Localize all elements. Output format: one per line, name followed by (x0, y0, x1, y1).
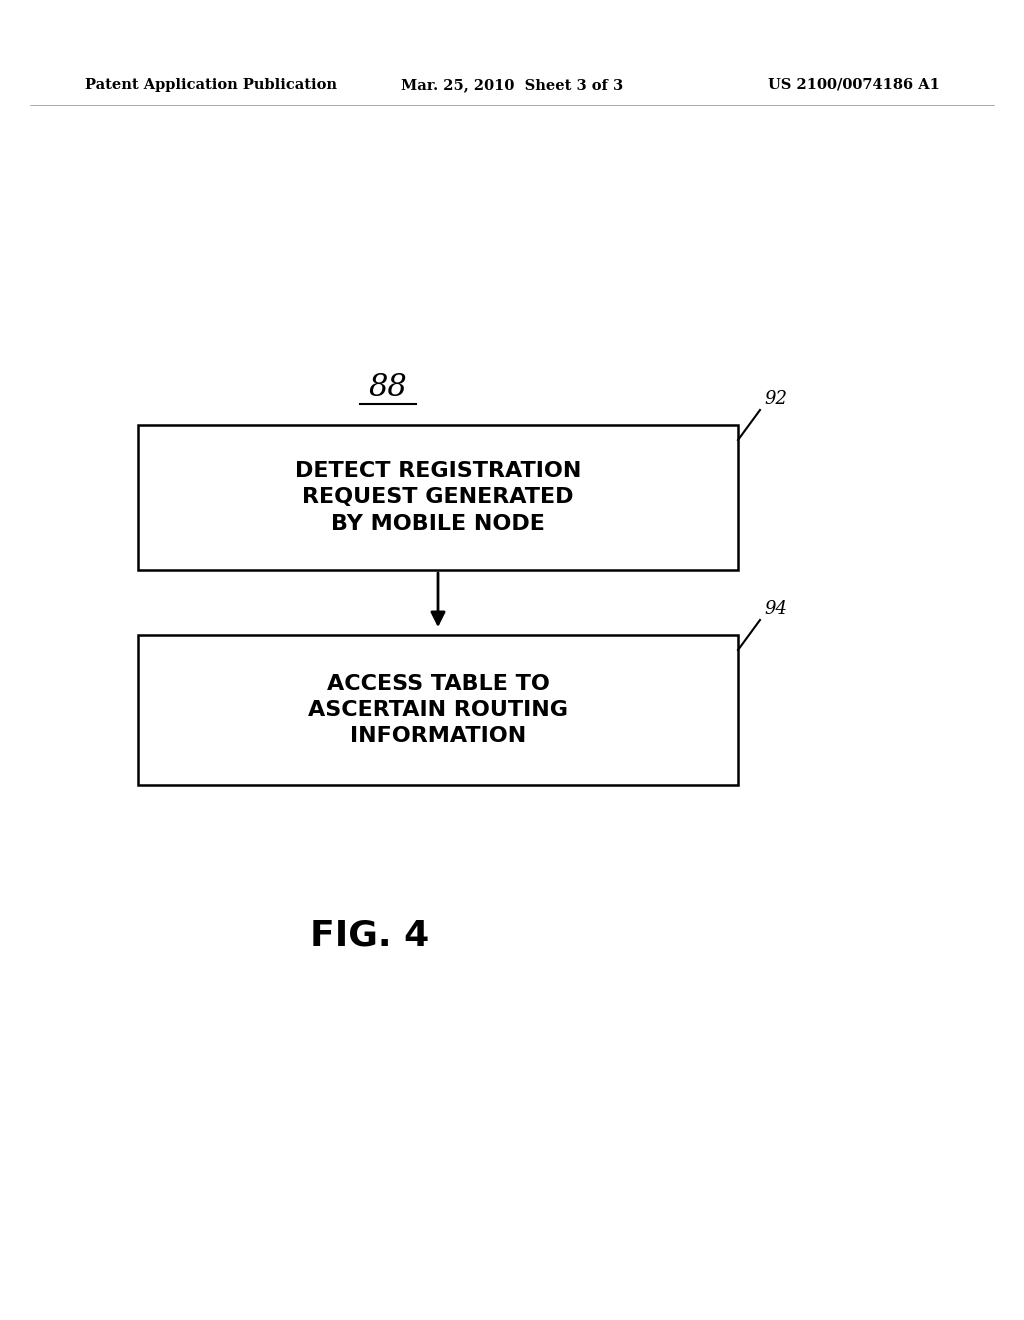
Text: Mar. 25, 2010  Sheet 3 of 3: Mar. 25, 2010 Sheet 3 of 3 (401, 78, 623, 92)
Text: FIG. 4: FIG. 4 (310, 917, 430, 952)
Text: US 2100/0074186 A1: US 2100/0074186 A1 (768, 78, 940, 92)
Text: 88: 88 (369, 372, 408, 404)
Text: ACCESS TABLE TO
ASCERTAIN ROUTING
INFORMATION: ACCESS TABLE TO ASCERTAIN ROUTING INFORM… (308, 673, 568, 746)
Bar (138, 425, 738, 570)
Text: 94: 94 (764, 601, 787, 618)
Text: 92: 92 (764, 389, 787, 408)
Text: DETECT REGISTRATION
REQUEST GENERATED
BY MOBILE NODE: DETECT REGISTRATION REQUEST GENERATED BY… (295, 461, 582, 533)
Bar (138, 635, 738, 785)
Text: Patent Application Publication: Patent Application Publication (85, 78, 337, 92)
